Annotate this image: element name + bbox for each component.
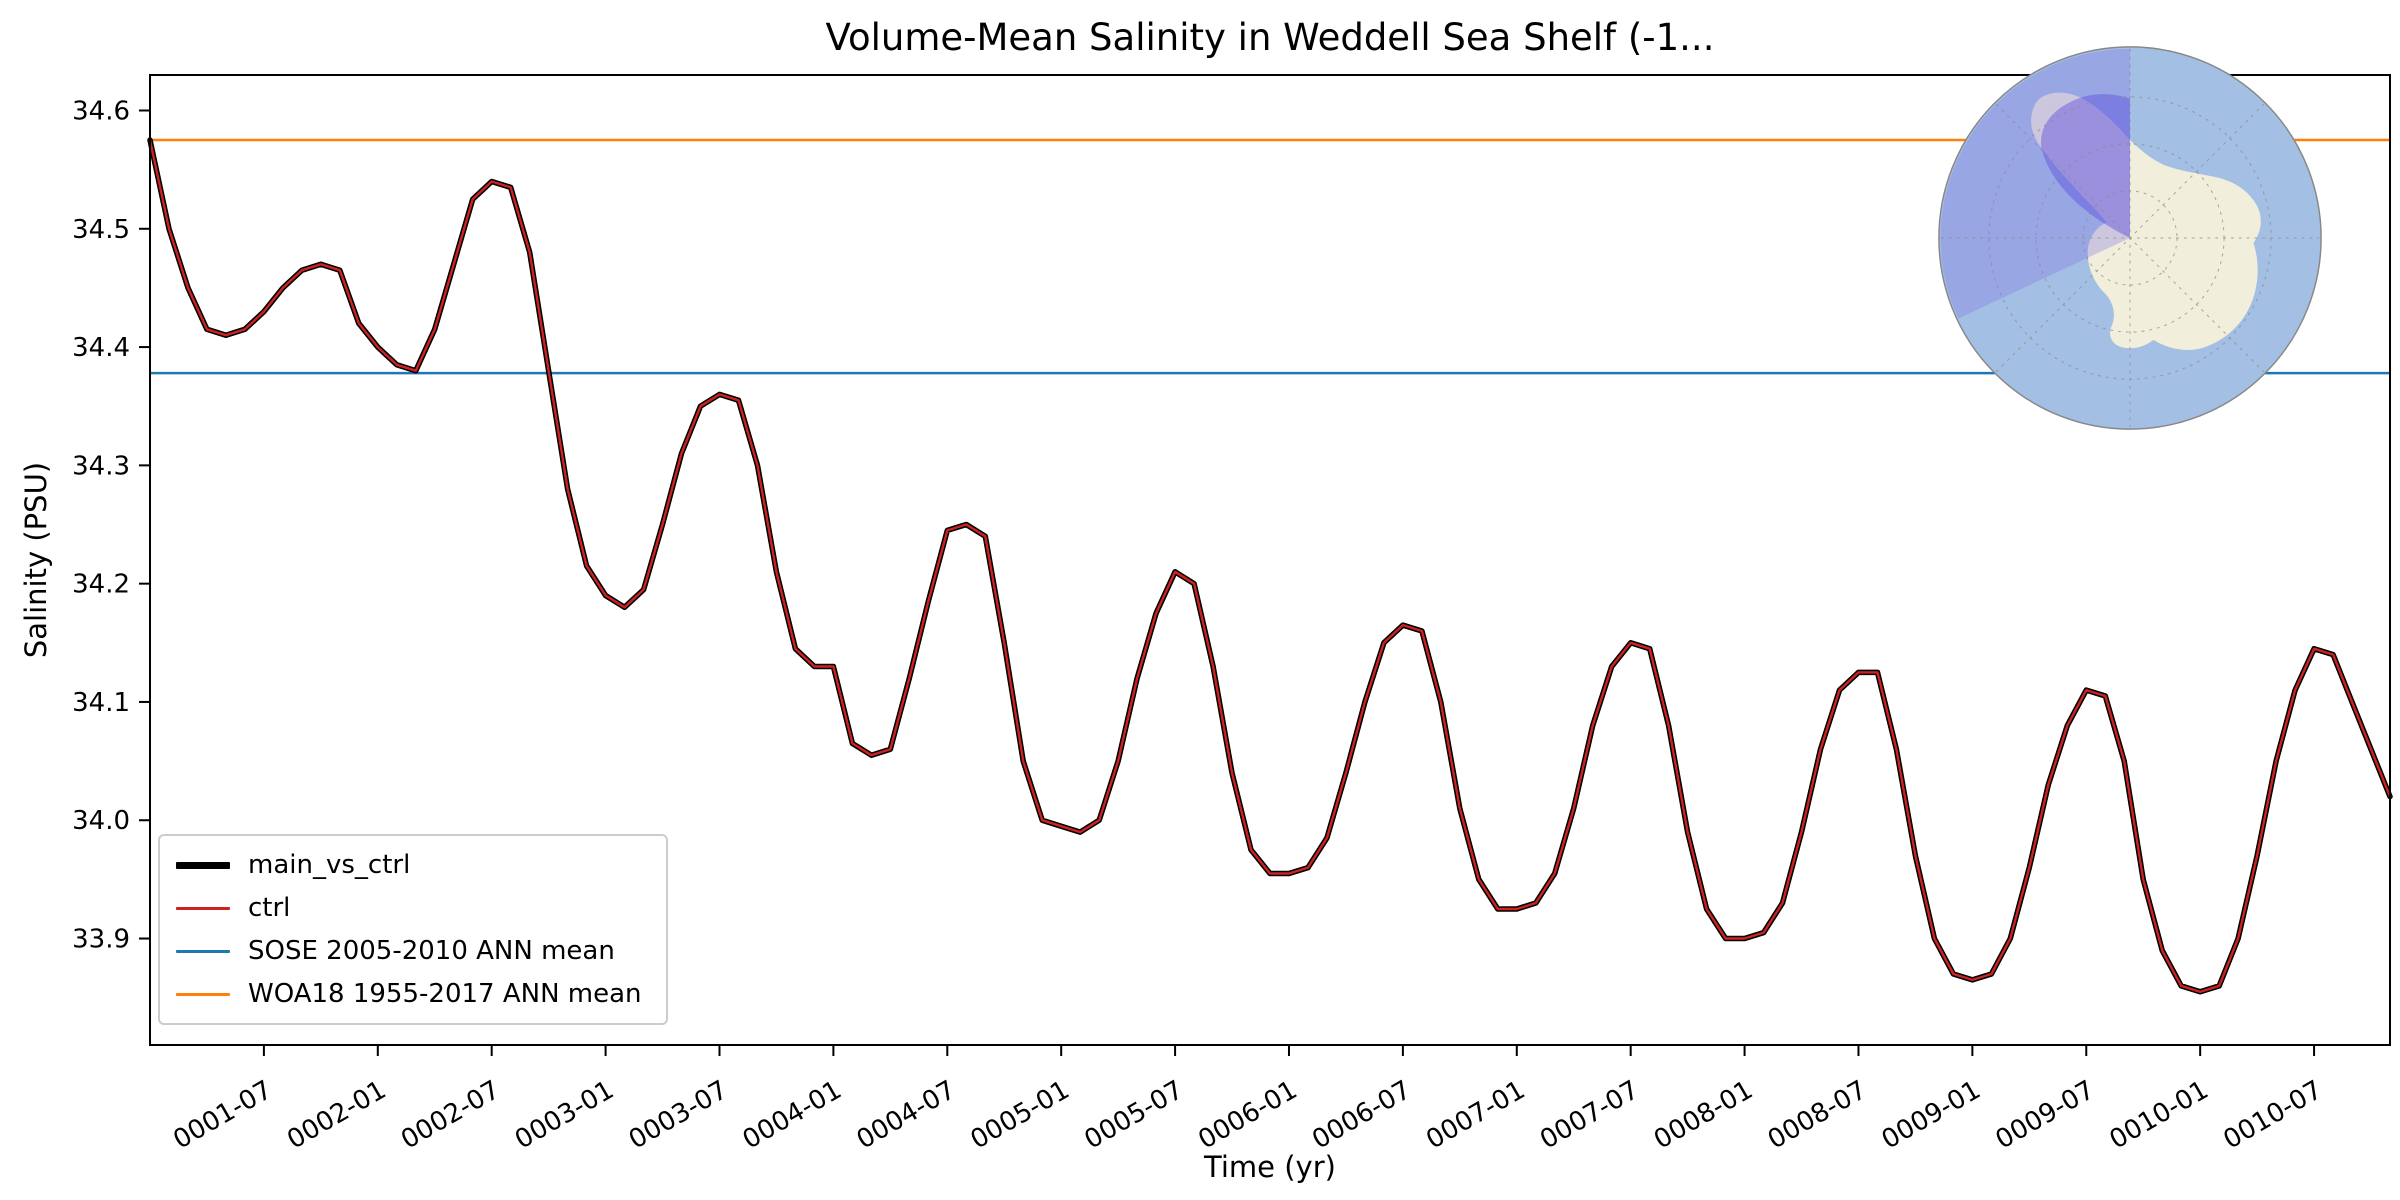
- legend-item-sose-mean: SOSE 2005-2010 ANN mean: [176, 936, 642, 966]
- weddell-shelf-highlight: [2040, 94, 2130, 238]
- map-graticule: [1940, 48, 2320, 428]
- legend-item-woa18-mean: WOA18 1955-2017 ANN mean: [176, 979, 642, 1009]
- weddell-region-highlight: [1940, 48, 2130, 319]
- x-axis-ticks: 0001-07 0002-01 0002-07 0003-01 0003-07 0004-…: [168, 1045, 2328, 1155]
- x-tick-label: 0001-07: [168, 1075, 277, 1155]
- legend-line-sample-main: [176, 861, 230, 869]
- antarctica-inset-map: [1938, 46, 2322, 430]
- legend-label: SOSE 2005-2010 ANN mean: [248, 936, 615, 966]
- x-tick-label: 0004-01: [738, 1075, 847, 1155]
- y-tick-label: 34.0: [72, 806, 130, 836]
- y-tick-label: 34.1: [72, 688, 130, 718]
- axes-frame: [149, 74, 2391, 1046]
- x-tick-label: 0009-01: [1877, 1075, 1986, 1155]
- x-axis-label: Time (yr): [1204, 1150, 1336, 1184]
- x-tick-label: 0005-01: [966, 1075, 1075, 1155]
- legend-label: ctrl: [248, 893, 291, 923]
- x-tick-label: 0008-07: [1763, 1075, 1872, 1155]
- x-tick-label: 0006-01: [1193, 1075, 1302, 1155]
- y-tick-label: 34.5: [72, 215, 130, 245]
- antarctica-landmass: [2031, 92, 2261, 350]
- legend-line-sample-woa18: [176, 992, 230, 996]
- x-tick-label: 0007-01: [1421, 1075, 1530, 1155]
- x-tick-label: 0009-07: [1991, 1075, 2100, 1155]
- y-tick-label: 34.3: [72, 451, 130, 481]
- x-tick-label: 0010-07: [2218, 1075, 2327, 1155]
- y-tick-label: 33.9: [72, 925, 130, 955]
- series-ctrl: [148, 138, 2392, 993]
- chart-title: Volume-Mean Salinity in Weddell Sea Shel…: [825, 16, 1715, 59]
- legend-line-sample-ctrl: [176, 906, 230, 910]
- legend: main_vs_ctrl ctrl SOSE 2005-2010 ANN mea…: [158, 834, 668, 1025]
- legend-item-ctrl: ctrl: [176, 893, 642, 923]
- x-tick-label: 0003-01: [510, 1075, 619, 1155]
- x-tick-label: 0010-01: [2105, 1075, 2214, 1155]
- x-tick-label: 0006-07: [1307, 1075, 1416, 1155]
- map-border: [1938, 46, 2322, 430]
- x-tick-label: 0002-01: [282, 1075, 391, 1155]
- legend-line-sample-sose: [176, 949, 230, 953]
- y-tick-label: 34.4: [72, 333, 130, 363]
- y-axis-ticks: 33.9 34.0 34.1 34.2 34.3 34.4 34.5 34.6: [72, 96, 150, 955]
- y-tick-label: 34.2: [72, 570, 130, 600]
- x-tick-label: 0008-01: [1649, 1075, 1758, 1155]
- x-tick-label: 0007-07: [1535, 1075, 1644, 1155]
- x-tick-label: 0002-07: [396, 1075, 505, 1155]
- y-axis-label: Salinity (PSU): [19, 461, 53, 659]
- x-tick-label: 0003-07: [624, 1075, 733, 1155]
- x-tick-label: 0004-07: [852, 1075, 961, 1155]
- legend-label: WOA18 1955-2017 ANN mean: [248, 979, 642, 1009]
- x-tick-label: 0005-07: [1079, 1075, 1188, 1155]
- y-tick-label: 34.6: [72, 96, 130, 126]
- legend-label: main_vs_ctrl: [248, 850, 411, 880]
- legend-item-main-vs-ctrl: main_vs_ctrl: [176, 850, 642, 880]
